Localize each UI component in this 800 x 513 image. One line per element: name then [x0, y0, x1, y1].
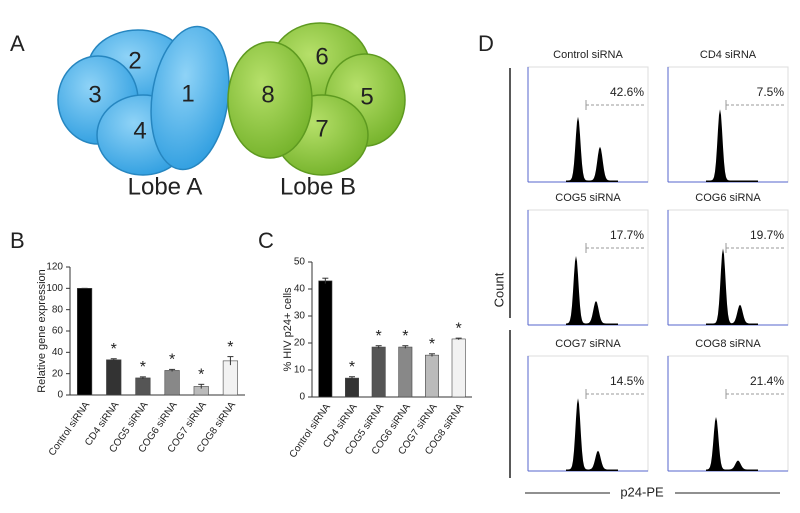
significance: * [376, 328, 382, 345]
segment-label: 6 [315, 43, 328, 70]
segment-label: 5 [360, 83, 373, 110]
gate-label: 14.5% [610, 374, 644, 388]
y-tick-label: 120 [46, 262, 63, 273]
bar [451, 338, 466, 398]
histogram [566, 116, 618, 182]
bar [371, 346, 386, 398]
histogram [706, 417, 758, 471]
significance: * [402, 328, 408, 345]
segment-label: 7 [315, 115, 328, 142]
segment-label: 1 [181, 80, 194, 107]
panel-label: A [10, 31, 25, 56]
x-tick-label: Control siRNA [288, 402, 334, 460]
segment-label: 4 [133, 117, 146, 144]
gate-label: 17.7% [610, 228, 644, 242]
bar [345, 377, 359, 398]
y-tick-label: 20 [294, 338, 306, 349]
segment-label: 2 [128, 47, 141, 74]
panel-label: B [10, 228, 25, 253]
segment-label: 3 [88, 81, 101, 108]
panel-title: COG5 siRNA [555, 192, 621, 204]
bar [106, 359, 122, 396]
panel-title: COG8 siRNA [695, 338, 761, 350]
y-tick-label: 50 [294, 257, 306, 268]
gate-label: 21.4% [750, 374, 784, 388]
lobe-label: Lobe B [280, 173, 356, 200]
bar [76, 288, 93, 396]
panel-title: CD4 siRNA [700, 49, 757, 61]
y-axis-label: Count [491, 272, 506, 307]
gate-label: 7.5% [757, 85, 785, 99]
y-tick-label: 10 [294, 365, 306, 376]
y-tick-label: 30 [294, 311, 306, 322]
significance: * [456, 320, 462, 337]
y-tick-label: 0 [57, 390, 63, 401]
y-tick-label: 60 [52, 326, 64, 337]
y-tick-label: 0 [299, 392, 305, 403]
lobe-label: Lobe A [128, 173, 203, 200]
gate-label: 19.7% [750, 228, 784, 242]
panel-title: COG6 siRNA [695, 192, 761, 204]
x-axis-label: p24-PE [620, 484, 664, 499]
y-tick-label: 40 [52, 347, 64, 358]
significance: * [429, 336, 435, 353]
segment-label: 8 [261, 81, 274, 108]
y-tick-label: 40 [294, 284, 306, 295]
segment-shape [227, 41, 313, 159]
y-axis-label: Relative gene expression [36, 269, 48, 393]
gate-label: 42.6% [610, 85, 644, 99]
lobe-b-shapes [227, 22, 406, 176]
histogram [706, 248, 758, 325]
panel-label: C [258, 228, 274, 253]
bar [164, 370, 180, 396]
x-tick-label: Control siRNA [47, 400, 93, 458]
histogram [566, 398, 618, 471]
histogram [566, 256, 618, 325]
panel-title: Control siRNA [553, 49, 623, 61]
significance: * [140, 359, 146, 376]
panel-title: COG7 siRNA [555, 338, 621, 350]
significance: * [349, 359, 355, 376]
bar [135, 377, 151, 396]
significance: * [227, 339, 233, 356]
y-tick-label: 20 [52, 368, 64, 379]
y-axis-label: % HIV p24+ cells [282, 287, 294, 372]
significance: * [198, 367, 204, 384]
significance: * [169, 352, 175, 369]
significance: * [111, 341, 117, 358]
bar [425, 354, 439, 398]
y-tick-label: 80 [52, 304, 64, 315]
bar [318, 280, 333, 398]
histogram [706, 109, 758, 182]
lobe-a-shapes [57, 25, 230, 176]
bar [398, 346, 413, 398]
panel-label: D [478, 31, 494, 56]
y-tick-label: 100 [46, 283, 63, 294]
bar [222, 360, 239, 396]
